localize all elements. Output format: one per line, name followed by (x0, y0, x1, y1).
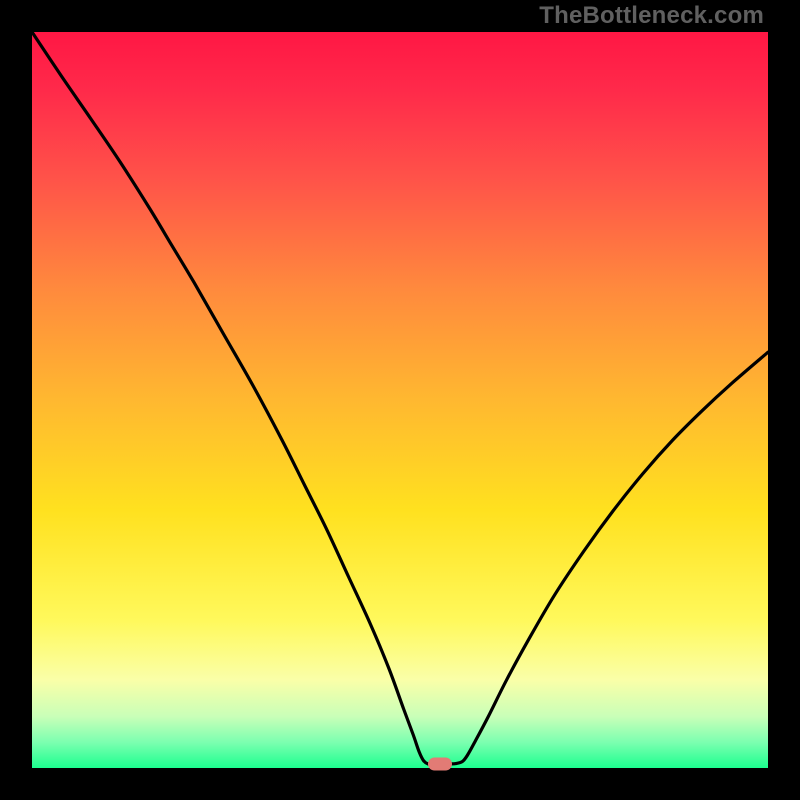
chart-frame: TheBottleneck.com (0, 0, 800, 800)
bottleneck-curve (0, 0, 800, 800)
minimum-marker (428, 758, 452, 771)
watermark-text: TheBottleneck.com (539, 2, 764, 30)
